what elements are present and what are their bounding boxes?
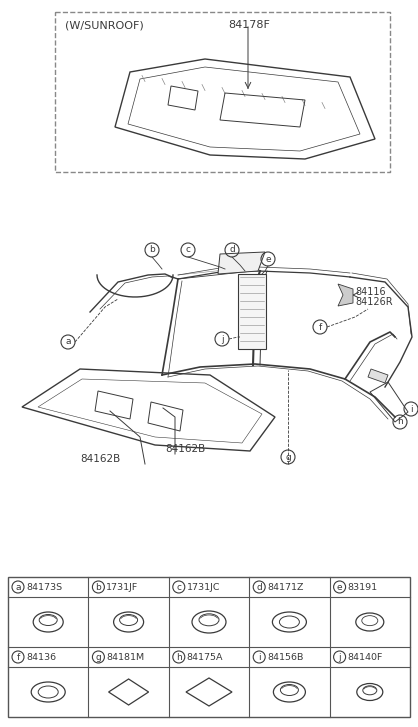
Text: 84116: 84116 (355, 287, 386, 297)
Bar (238, 274, 266, 349)
Text: j: j (221, 334, 223, 343)
Text: h: h (397, 417, 403, 427)
Text: d: d (256, 582, 262, 592)
Text: 84175A: 84175A (187, 653, 223, 662)
Text: e: e (265, 254, 271, 263)
Text: 84136: 84136 (26, 653, 56, 662)
Text: a: a (15, 582, 21, 592)
Text: 84156B: 84156B (267, 653, 303, 662)
Text: 83191: 83191 (348, 582, 378, 592)
Text: (W/SUNROOF): (W/SUNROOF) (65, 20, 144, 30)
Polygon shape (368, 369, 388, 383)
Text: g: g (285, 452, 291, 462)
Text: 84126R: 84126R (355, 297, 393, 307)
Text: a: a (65, 337, 71, 347)
Text: e: e (337, 582, 342, 592)
Text: b: b (149, 246, 155, 254)
Text: c: c (186, 246, 191, 254)
Text: j: j (338, 653, 341, 662)
Bar (8, 577, 410, 717)
Text: b: b (96, 582, 101, 592)
Text: 84162B: 84162B (165, 444, 205, 454)
Text: 84171Z: 84171Z (267, 582, 304, 592)
Text: 1731JC: 1731JC (187, 582, 220, 592)
Polygon shape (218, 252, 265, 274)
Text: c: c (176, 582, 181, 592)
Text: h: h (176, 653, 182, 662)
Text: 84178F: 84178F (228, 20, 270, 30)
Text: d: d (229, 246, 235, 254)
Text: 1731JF: 1731JF (107, 582, 139, 592)
Text: i: i (258, 653, 260, 662)
Text: 84181M: 84181M (107, 653, 145, 662)
Polygon shape (338, 284, 353, 306)
Text: 84173S: 84173S (26, 582, 62, 592)
Text: 84140F: 84140F (348, 653, 383, 662)
Text: g: g (96, 653, 101, 662)
Text: 84162B: 84162B (80, 454, 120, 464)
Text: i: i (410, 404, 412, 414)
Text: f: f (319, 323, 321, 332)
Text: f: f (16, 653, 20, 662)
